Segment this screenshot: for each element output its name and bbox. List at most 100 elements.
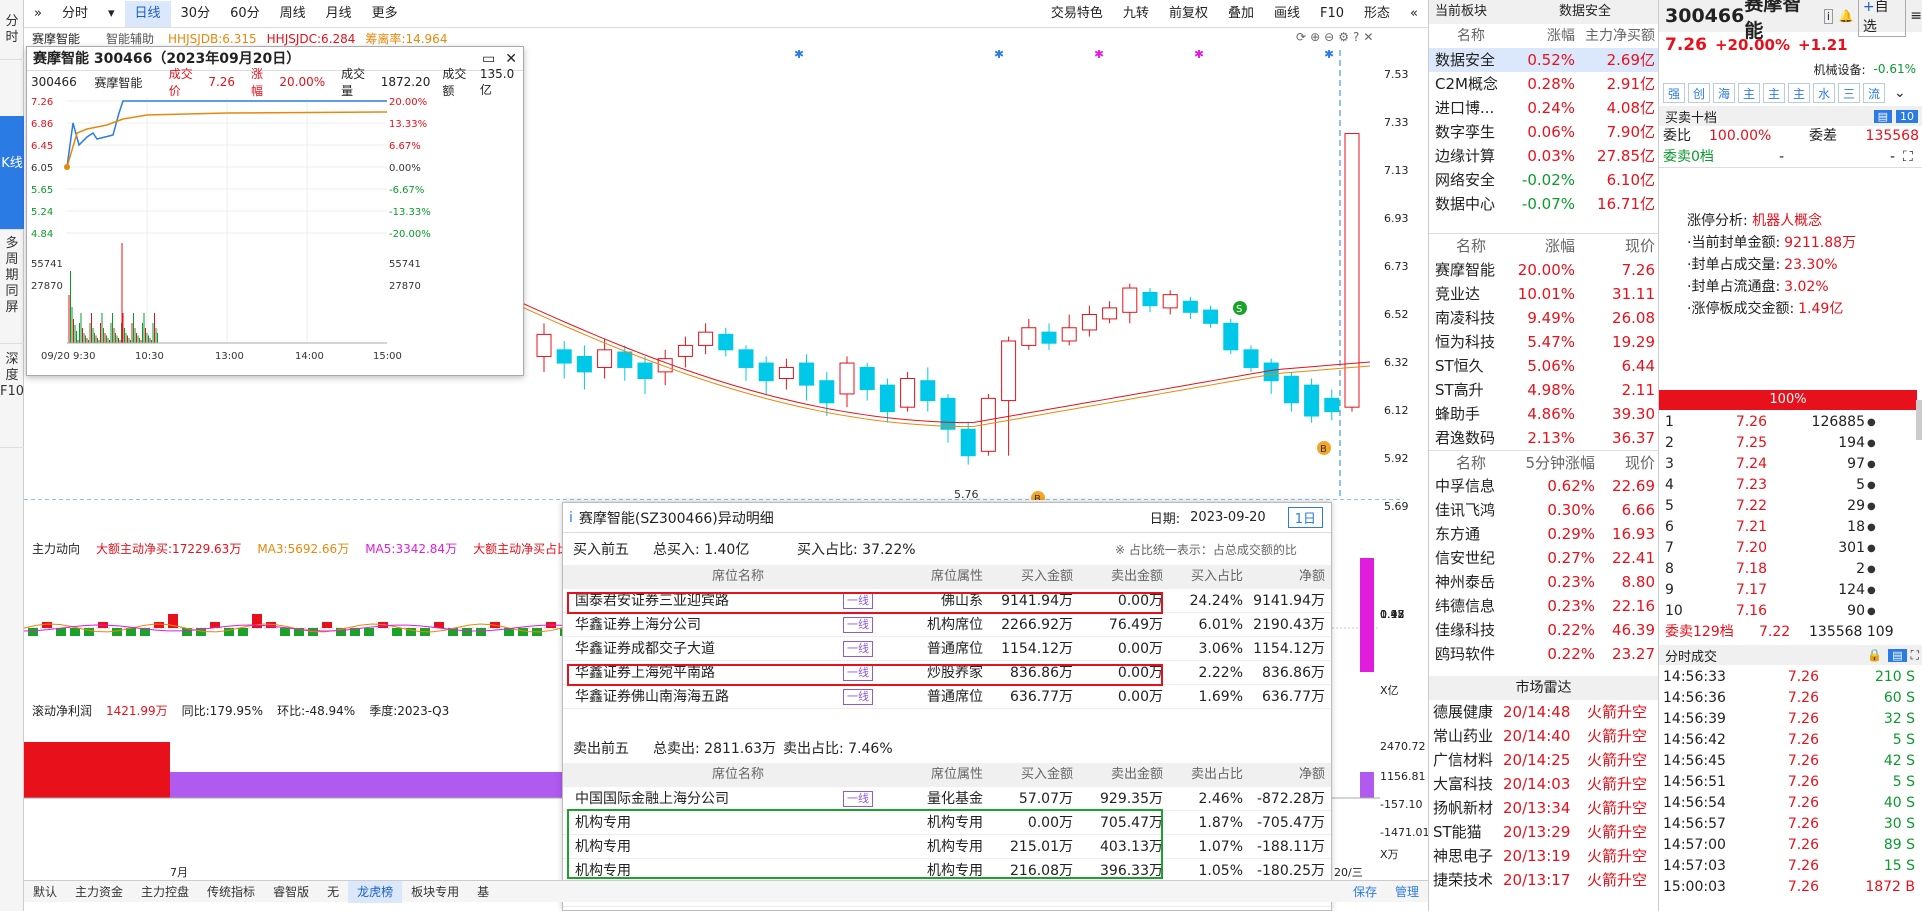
- intraday-chart[interactable]: 7.26 6.86 6.45 6.05 5.65 5.24 4.84 55741 27870 20…: [27, 93, 523, 373]
- more-icon[interactable]: ≡: [1910, 8, 1922, 24]
- zoom-in-icon[interactable]: ⊕: [1310, 30, 1321, 44]
- first-line-tag[interactable]: 一线: [843, 689, 873, 705]
- fast-item[interactable]: 东方通 0.29% 16.93: [1429, 522, 1658, 546]
- period-weekly[interactable]: 周线: [279, 5, 306, 21]
- period-dropdown-icon[interactable]: ▾: [107, 5, 115, 21]
- settings-icon[interactable]: ⚙: [1338, 30, 1349, 44]
- tab-more[interactable]: 基: [477, 884, 490, 899]
- day-button[interactable]: 1日: [1287, 507, 1323, 528]
- buy-level-row[interactable]: 4 7.23 5 ●: [1659, 475, 1919, 496]
- collapse-icon[interactable]: »: [34, 5, 42, 21]
- mini-tab[interactable]: 主: [1763, 83, 1785, 103]
- tab-default[interactable]: 默认: [33, 884, 58, 899]
- tab-timeshare[interactable]: 分时: [0, 0, 24, 60]
- manage-button[interactable]: 管理: [1394, 884, 1419, 899]
- radar-item[interactable]: 神思电子 20/13:19 火箭升空: [1429, 844, 1658, 868]
- mini-tab[interactable]: 主: [1738, 83, 1760, 103]
- trades-mode-icon[interactable]: ▤: [1888, 648, 1907, 662]
- fast-item[interactable]: 鸥玛软件 0.22% 23.27: [1429, 642, 1658, 666]
- first-line-tag[interactable]: 一线: [843, 617, 873, 633]
- fast-item[interactable]: 中孚信息 0.62% 22.69: [1429, 474, 1658, 498]
- stock-item[interactable]: ST高升 4.98% 2.11: [1429, 378, 1658, 402]
- radar-item[interactable]: 德展健康 20/14:48 火箭升空: [1429, 700, 1658, 724]
- buy-level-row[interactable]: 10 7.16 90 ●: [1659, 601, 1919, 622]
- mini-tab[interactable]: 水: [1813, 83, 1835, 103]
- close-icon[interactable]: ✕: [1363, 30, 1374, 44]
- buy-level-row[interactable]: 7 7.20 301 ●: [1659, 538, 1919, 559]
- chevron-down-icon[interactable]: ⌄: [1894, 85, 1906, 101]
- save-button[interactable]: 保存: [1352, 884, 1377, 899]
- stock-item[interactable]: 恒为科技 5.47% 19.29: [1429, 330, 1658, 354]
- sector-item[interactable]: 网络安全 -0.02% 6.10亿: [1429, 168, 1658, 192]
- sector-item[interactable]: 数字孪生 0.06% 7.90亿: [1429, 120, 1658, 144]
- mini-tab[interactable]: 主: [1788, 83, 1810, 103]
- tab-dragon-tiger[interactable]: 龙虎榜: [348, 880, 403, 903]
- popup-close-icon[interactable]: ✕: [505, 50, 517, 67]
- current-sector[interactable]: 数据安全: [1559, 4, 1612, 19]
- sell-row[interactable]: 机构专用 机构专用 215.01万 403.13万 1.07% -188.11万: [563, 835, 1331, 859]
- fast-item[interactable]: 佳讯飞鸿 0.30% 6.66: [1429, 498, 1658, 522]
- radar-item[interactable]: 大富科技 20/14:03 火箭升空: [1429, 772, 1658, 796]
- buy-level-row[interactable]: 3 7.24 97 ●: [1659, 454, 1919, 475]
- buy-level-row[interactable]: 9 7.17 124 ●: [1659, 580, 1919, 601]
- tab-main-funds[interactable]: 主力资金: [75, 884, 124, 899]
- radar-item[interactable]: 扬帆新材 20/13:34 火箭升空: [1429, 796, 1658, 820]
- mini-tab[interactable]: 三: [1838, 83, 1860, 103]
- period-daily[interactable]: 日线: [124, 0, 171, 27]
- stock-item[interactable]: 君逸数码 2.13% 36.37: [1429, 426, 1658, 450]
- lock-icon[interactable]: 🔒: [1867, 648, 1883, 662]
- sector-item[interactable]: C2M概念 0.28% 2.91亿: [1429, 72, 1658, 96]
- scrollbar[interactable]: [1916, 400, 1922, 440]
- sell-row[interactable]: 中国国际金融上海分公司 一线 量化基金 57.07万 929.35万 2.46% -872.…: [563, 787, 1331, 811]
- first-line-tag[interactable]: 一线: [843, 641, 873, 657]
- stock-item[interactable]: ST恒久 5.06% 6.44: [1429, 354, 1658, 378]
- buy-level-row[interactable]: 1 7.26 126885 ●: [1659, 412, 1919, 433]
- radar-item[interactable]: 常山药业 20/14:40 火箭升空: [1429, 724, 1658, 748]
- buy-level-row[interactable]: 2 7.25 194 ●: [1659, 433, 1919, 454]
- mini-tab[interactable]: 创: [1688, 83, 1710, 103]
- buy-level-row[interactable]: 5 7.22 29 ●: [1659, 496, 1919, 517]
- kline-chart[interactable]: 5.76 B B S ✱ ✱ ✱ ✱ ✱: [24, 50, 1428, 500]
- sector-item[interactable]: 进口博... 0.24% 4.08亿: [1429, 96, 1658, 120]
- stock-item[interactable]: 蜂助手 4.86% 39.30: [1429, 402, 1658, 426]
- tab-multi-period[interactable]: 多周期同屏: [0, 230, 24, 344]
- sector-item[interactable]: 数据中心 -0.07% 16.71亿: [1429, 192, 1658, 216]
- period-timeshare[interactable]: 分时: [61, 5, 88, 21]
- help-icon[interactable]: ?: [1352, 30, 1360, 44]
- refresh-icon[interactable]: ⟳: [1296, 30, 1307, 44]
- mini-tab[interactable]: 海: [1713, 83, 1735, 103]
- buy-level-row[interactable]: 8 7.18 2 ●: [1659, 559, 1919, 580]
- adjust-menu[interactable]: 前复权: [1168, 5, 1208, 21]
- period-more[interactable]: 更多: [371, 5, 398, 21]
- first-line-tag[interactable]: 一线: [843, 791, 873, 807]
- book-depth-button[interactable]: 10: [1896, 109, 1918, 123]
- smart-assist-toggle[interactable]: 智能辅助: [106, 32, 155, 46]
- tab-main-control[interactable]: 主力控盘: [141, 884, 190, 899]
- fast-item[interactable]: 信安世纪 0.27% 22.41: [1429, 546, 1658, 570]
- draw-line-button[interactable]: 画线: [1273, 5, 1300, 21]
- nine-turn-button[interactable]: 九转: [1122, 5, 1149, 21]
- radar-item[interactable]: 捷荣技术 20/13:17 火箭升空: [1429, 868, 1658, 892]
- radar-item[interactable]: 广信材料 20/14:25 火箭升空: [1429, 748, 1658, 772]
- fast-item[interactable]: 佳缘科技 0.22% 46.39: [1429, 618, 1658, 642]
- tab-traditional[interactable]: 传统指标: [207, 884, 256, 899]
- buy-level-row[interactable]: 6 7.21 18 ●: [1659, 517, 1919, 538]
- tab-none[interactable]: 无: [327, 884, 340, 899]
- sector-item[interactable]: 数据安全 0.52% 2.69亿: [1429, 48, 1658, 72]
- collapse-right-icon[interactable]: «: [1410, 5, 1418, 21]
- tab-smart[interactable]: 睿智版: [273, 884, 310, 899]
- sector-item[interactable]: 边缘计算 0.03% 27.85亿: [1429, 144, 1658, 168]
- sell-row[interactable]: 机构专用 机构专用 0.00万 705.47万 1.87% -705.47万: [563, 811, 1331, 835]
- expand-icon[interactable]: ⛶: [1903, 149, 1913, 165]
- period-monthly[interactable]: 月线: [325, 5, 352, 21]
- buy-row[interactable]: 华鑫证券佛山南海海五路 一线 普通席位 636.77万 0.00万 1.69% 636.77…: [563, 685, 1331, 709]
- f10-menu[interactable]: F10: [1319, 5, 1345, 21]
- info-icon[interactable]: i: [1823, 8, 1833, 24]
- pattern-button[interactable]: 形态: [1364, 5, 1391, 21]
- zoom-out-icon[interactable]: ⊖: [1324, 30, 1335, 44]
- maximize-icon[interactable]: ▭: [482, 50, 496, 67]
- overlay-menu[interactable]: 叠加: [1227, 5, 1254, 21]
- mini-tab[interactable]: 强: [1663, 83, 1685, 103]
- stock-item[interactable]: 竞业达 10.01% 31.11: [1429, 282, 1658, 306]
- trade-feature-menu[interactable]: 交易特色: [1050, 5, 1103, 21]
